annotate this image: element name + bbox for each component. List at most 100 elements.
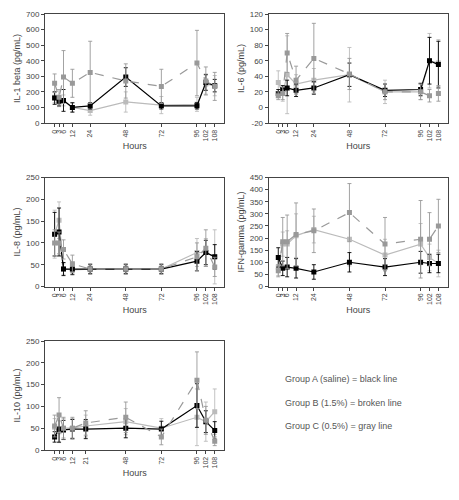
svg-text:72: 72 [381, 130, 388, 138]
svg-text:6: 6 [60, 457, 67, 461]
svg-text:100: 100 [26, 402, 40, 411]
svg-text:Hours: Hours [123, 468, 148, 478]
svg-text:50: 50 [30, 261, 39, 270]
svg-text:50: 50 [254, 270, 263, 279]
svg-text:100: 100 [26, 239, 40, 248]
svg-text:6: 6 [60, 293, 67, 297]
svg-text:24: 24 [310, 293, 317, 301]
svg-text:48: 48 [122, 293, 129, 301]
svg-text:102: 102 [426, 293, 433, 305]
svg-text:250: 250 [26, 337, 40, 346]
svg-text:40: 40 [254, 72, 263, 81]
svg-text:48: 48 [346, 130, 353, 138]
svg-text:Group B (1.5%) = broken line: Group B (1.5%) = broken line [285, 398, 402, 408]
svg-text:IL-6 (pg/mL): IL-6 (pg/mL) [236, 44, 246, 93]
svg-text:0: 0 [35, 119, 40, 128]
svg-text:24: 24 [86, 293, 93, 301]
svg-text:21: 21 [82, 457, 89, 465]
svg-text:72: 72 [158, 130, 165, 138]
svg-text:600: 600 [26, 25, 40, 34]
svg-text:0: 0 [35, 282, 40, 291]
svg-text:0: 0 [275, 293, 282, 297]
svg-text:12: 12 [292, 130, 299, 138]
svg-text:72: 72 [158, 293, 165, 301]
svg-text:96: 96 [193, 457, 200, 465]
svg-text:100: 100 [250, 258, 264, 267]
svg-text:6: 6 [283, 130, 290, 134]
svg-text:IL-8 (pg/mL): IL-8 (pg/mL) [12, 207, 22, 256]
svg-text:IL-1 beta (pg/mL): IL-1 beta (pg/mL) [12, 34, 22, 103]
svg-text:IL-10 (pg/mL): IL-10 (pg/mL) [12, 368, 22, 422]
svg-text:Hours: Hours [123, 141, 148, 151]
svg-text:400: 400 [26, 57, 40, 66]
svg-text:3: 3 [55, 293, 62, 297]
svg-text:150: 150 [26, 380, 40, 389]
svg-text:102: 102 [426, 130, 433, 142]
svg-text:96: 96 [193, 293, 200, 301]
svg-text:0: 0 [51, 457, 58, 461]
svg-text:400: 400 [250, 185, 264, 194]
svg-text:102: 102 [202, 293, 209, 305]
svg-text:72: 72 [381, 293, 388, 301]
svg-text:48: 48 [122, 457, 129, 465]
svg-text:50: 50 [30, 424, 39, 433]
svg-text:450: 450 [250, 173, 264, 182]
svg-text:-20: -20 [252, 119, 264, 128]
svg-text:108: 108 [435, 130, 442, 142]
svg-text:200: 200 [26, 359, 40, 368]
svg-text:0: 0 [51, 293, 58, 297]
svg-text:IFN-gamma (pg/mL): IFN-gamma (pg/mL) [236, 191, 246, 272]
svg-text:Group C (0.5%) = gray line: Group C (0.5%) = gray line [285, 421, 392, 431]
svg-text:12: 12 [292, 293, 299, 301]
svg-text:96: 96 [417, 293, 424, 301]
svg-text:120: 120 [250, 10, 264, 19]
svg-text:0: 0 [259, 103, 264, 112]
svg-text:0: 0 [35, 446, 40, 455]
svg-text:700: 700 [26, 10, 40, 19]
svg-text:Hours: Hours [346, 305, 371, 315]
svg-text:72: 72 [158, 457, 165, 465]
svg-text:3: 3 [55, 130, 62, 134]
svg-text:24: 24 [86, 130, 93, 138]
svg-text:3: 3 [279, 130, 286, 134]
svg-text:60: 60 [254, 57, 263, 66]
svg-text:250: 250 [250, 222, 264, 231]
svg-text:20: 20 [254, 88, 263, 97]
svg-text:96: 96 [193, 130, 200, 138]
svg-text:108: 108 [211, 293, 218, 305]
svg-text:80: 80 [254, 41, 263, 50]
svg-text:48: 48 [122, 130, 129, 138]
svg-text:6: 6 [60, 130, 67, 134]
svg-text:6: 6 [283, 293, 290, 297]
svg-text:Group A (saline) = black line: Group A (saline) = black line [285, 374, 397, 384]
svg-text:12: 12 [69, 457, 76, 465]
svg-text:250: 250 [26, 173, 40, 182]
svg-text:0: 0 [259, 282, 264, 291]
svg-text:102: 102 [202, 130, 209, 142]
svg-text:100: 100 [250, 25, 264, 34]
svg-text:24: 24 [310, 130, 317, 138]
svg-text:300: 300 [250, 210, 264, 219]
svg-text:12: 12 [69, 293, 76, 301]
svg-text:500: 500 [26, 41, 40, 50]
svg-text:350: 350 [250, 198, 264, 207]
svg-text:200: 200 [250, 234, 264, 243]
svg-text:Hours: Hours [123, 305, 148, 315]
svg-text:108: 108 [211, 457, 218, 469]
svg-text:300: 300 [26, 72, 40, 81]
svg-text:0: 0 [275, 130, 282, 134]
svg-text:48: 48 [346, 293, 353, 301]
svg-text:108: 108 [435, 293, 442, 305]
svg-text:100: 100 [26, 103, 40, 112]
svg-text:108: 108 [211, 130, 218, 142]
svg-text:96: 96 [417, 130, 424, 138]
svg-text:102: 102 [202, 457, 209, 469]
svg-text:Hours: Hours [346, 141, 371, 151]
svg-text:3: 3 [279, 293, 286, 297]
svg-text:0: 0 [51, 130, 58, 134]
svg-text:3: 3 [55, 457, 62, 461]
svg-text:150: 150 [26, 217, 40, 226]
svg-text:150: 150 [250, 246, 264, 255]
svg-text:12: 12 [69, 130, 76, 138]
svg-text:200: 200 [26, 88, 40, 97]
